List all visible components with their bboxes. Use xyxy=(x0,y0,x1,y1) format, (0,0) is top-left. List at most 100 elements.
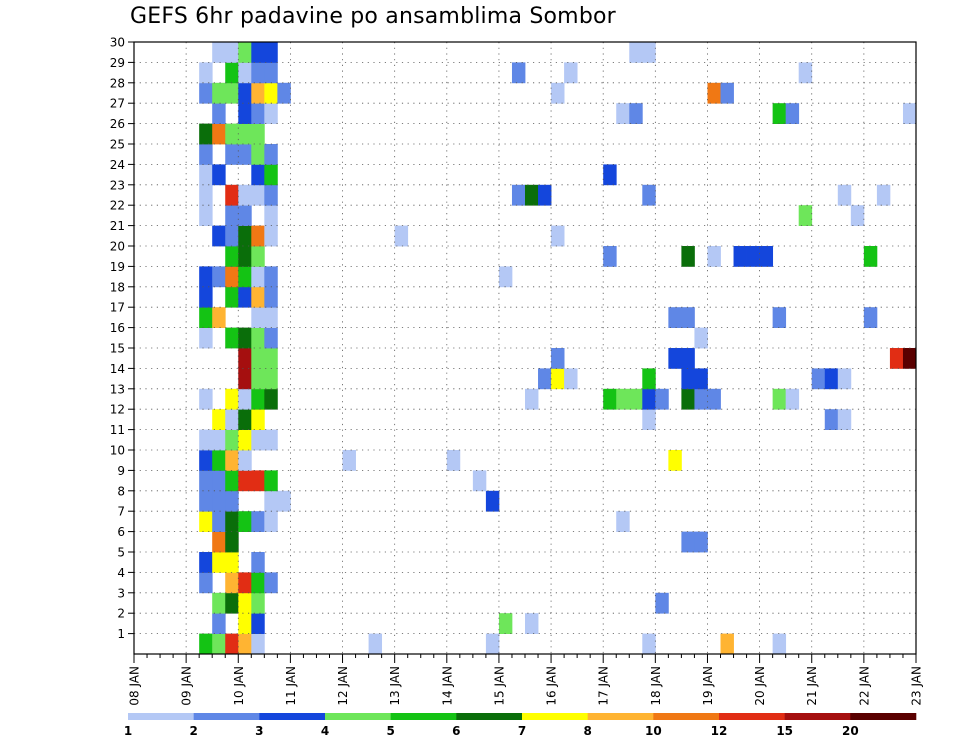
heatmap-cell-m7-t9 xyxy=(238,511,252,532)
heatmap-cell-m16-t10 xyxy=(251,327,265,349)
heatmap-cell-m8-t12 xyxy=(277,490,291,512)
heatmap-cell-m8-t8 xyxy=(225,490,239,512)
heatmap-cell-m14-t40 xyxy=(642,368,656,390)
heatmap-cell-m13-t10 xyxy=(251,388,265,410)
x-tick-label: 08 JAN xyxy=(128,666,142,706)
legend-swatch xyxy=(259,713,326,720)
heatmap-cell-m13-t50 xyxy=(772,388,787,410)
heatmap-cell-m10-t7 xyxy=(212,450,226,471)
heatmap-cell-m19-t29 xyxy=(498,266,513,288)
heatmap-cell-m14-t43 xyxy=(681,368,695,390)
x-tick-label: 11 JAN xyxy=(284,666,298,706)
legend-label: 3 xyxy=(255,724,263,738)
legend-swatch xyxy=(850,713,917,720)
y-tick-label: 23 xyxy=(110,178,125,192)
heatmap-cell-m2-t31 xyxy=(525,613,539,634)
heatmap-cell-m2-t7 xyxy=(212,613,226,634)
heatmap-cell-m20-t45 xyxy=(707,246,721,267)
y-tick-label: 22 xyxy=(110,199,125,213)
heatmap-cell-m18-t10 xyxy=(251,286,265,308)
heatmap-cell-m18-t11 xyxy=(264,286,278,308)
heatmap-cell-m14-t53 xyxy=(811,368,826,390)
y-tick-label: 8 xyxy=(117,484,125,498)
legend-swatch xyxy=(719,713,785,720)
heatmap-cell-m12-t8 xyxy=(225,409,239,430)
heatmap-cell-m12-t55 xyxy=(837,409,852,430)
heatmap-cell-m30-t11 xyxy=(264,42,278,63)
x-tick-label: 16 JAN xyxy=(545,666,559,706)
heatmap-cell-m25-t9 xyxy=(238,144,252,165)
heatmap-cell-m13-t41 xyxy=(655,388,669,410)
heatmap-cell-m14-t11 xyxy=(264,368,278,390)
heatmap-cell-m30-t10 xyxy=(251,42,265,63)
heatmap-cell-m9-t10 xyxy=(251,470,265,492)
heatmap-cell-m12-t40 xyxy=(642,409,656,430)
heatmap-cell-m26-t10 xyxy=(251,123,265,145)
y-tick-label: 19 xyxy=(110,260,125,274)
heatmap-cell-m23-t55 xyxy=(837,184,852,206)
heatmap-cell-m10-t8 xyxy=(225,450,239,471)
heatmap-cell-m15-t33 xyxy=(551,348,565,369)
heatmap-cell-m9-t27 xyxy=(472,470,487,492)
heatmap-cell-m23-t30 xyxy=(511,184,526,206)
heatmap-cell-m4-t11 xyxy=(264,572,278,594)
heatmap-cell-m10-t42 xyxy=(668,450,682,471)
heatmap-cell-m17-t11 xyxy=(264,307,278,328)
legend-swatch xyxy=(390,713,457,720)
heatmap-cell-m25-t11 xyxy=(264,144,278,165)
legend-label: 6 xyxy=(452,724,460,738)
heatmap-cell-m9-t7 xyxy=(212,470,226,492)
heatmap-cell-m28-t45 xyxy=(707,82,721,104)
heatmap-cell-m27-t10 xyxy=(251,103,265,124)
heatmap-cell-m4-t6 xyxy=(199,572,213,594)
heatmap-cell-m28-t10 xyxy=(251,82,265,104)
y-tick-label: 17 xyxy=(110,301,125,315)
heatmap-cell-m6-t43 xyxy=(681,531,695,553)
y-tick-label: 11 xyxy=(110,423,125,437)
x-tick-label: 21 JAN xyxy=(805,666,819,706)
x-tick-label: 20 JAN xyxy=(753,666,767,706)
heatmap-cell-m29-t11 xyxy=(264,62,278,84)
heatmap-cell-m26-t7 xyxy=(212,123,226,145)
heatmap-cell-m26-t8 xyxy=(225,123,239,145)
heatmap-cell-m15-t11 xyxy=(264,348,278,369)
y-axis: 1234567891011121314151617181920212223242… xyxy=(110,36,134,641)
legend-label: 15 xyxy=(776,724,793,738)
heatmap-cell-m5-t8 xyxy=(225,552,239,573)
heatmap-cell-m27-t60 xyxy=(902,103,917,124)
heatmap-cell-m20-t9 xyxy=(238,246,252,267)
heatmap-cell-m30-t40 xyxy=(642,42,656,63)
heatmap-cell-m23-t32 xyxy=(538,184,552,206)
heatmap-cell-m10-t9 xyxy=(238,450,252,471)
heatmap-cell-m14-t55 xyxy=(837,368,852,390)
y-tick-label: 24 xyxy=(110,158,125,172)
x-tick-label: 10 JAN xyxy=(232,666,246,706)
legend-label: 7 xyxy=(518,724,526,738)
heatmap-cell-m22-t8 xyxy=(225,205,239,226)
y-tick-label: 30 xyxy=(110,36,125,50)
y-tick-label: 14 xyxy=(110,362,125,376)
heatmap-cell-m13-t9 xyxy=(238,388,252,410)
heatmap-cell-m18-t8 xyxy=(225,286,239,308)
heatmap-cell-m29-t9 xyxy=(238,62,252,84)
heatmap-cell-m29-t34 xyxy=(564,62,578,84)
legend-swatch xyxy=(653,713,720,720)
heatmap-cell-m13-t45 xyxy=(707,388,721,410)
heatmap-cell-m13-t39 xyxy=(629,388,643,410)
heatmap-cell-m1-t10 xyxy=(251,633,265,655)
y-tick-label: 1 xyxy=(117,627,125,641)
heatmap-cell-m1-t40 xyxy=(642,633,656,655)
heatmap-cell-m7-t7 xyxy=(212,511,226,532)
heatmap-cell-m17-t6 xyxy=(199,307,213,328)
heatmap-cell-m11-t7 xyxy=(212,429,226,451)
heatmap-cell-m24-t7 xyxy=(212,164,226,186)
heatmap-cell-m20-t47 xyxy=(733,246,747,267)
heatmap-cell-m7-t10 xyxy=(251,511,265,532)
heatmap-cell-m17-t10 xyxy=(251,307,265,328)
heatmap-cell-m21-t21 xyxy=(394,225,409,247)
heatmap-cell-m17-t50 xyxy=(772,307,787,328)
heatmap-cell-m22-t56 xyxy=(850,205,865,226)
heatmap-cell-m28-t6 xyxy=(199,82,213,104)
heatmap-cell-m21-t9 xyxy=(238,225,252,247)
